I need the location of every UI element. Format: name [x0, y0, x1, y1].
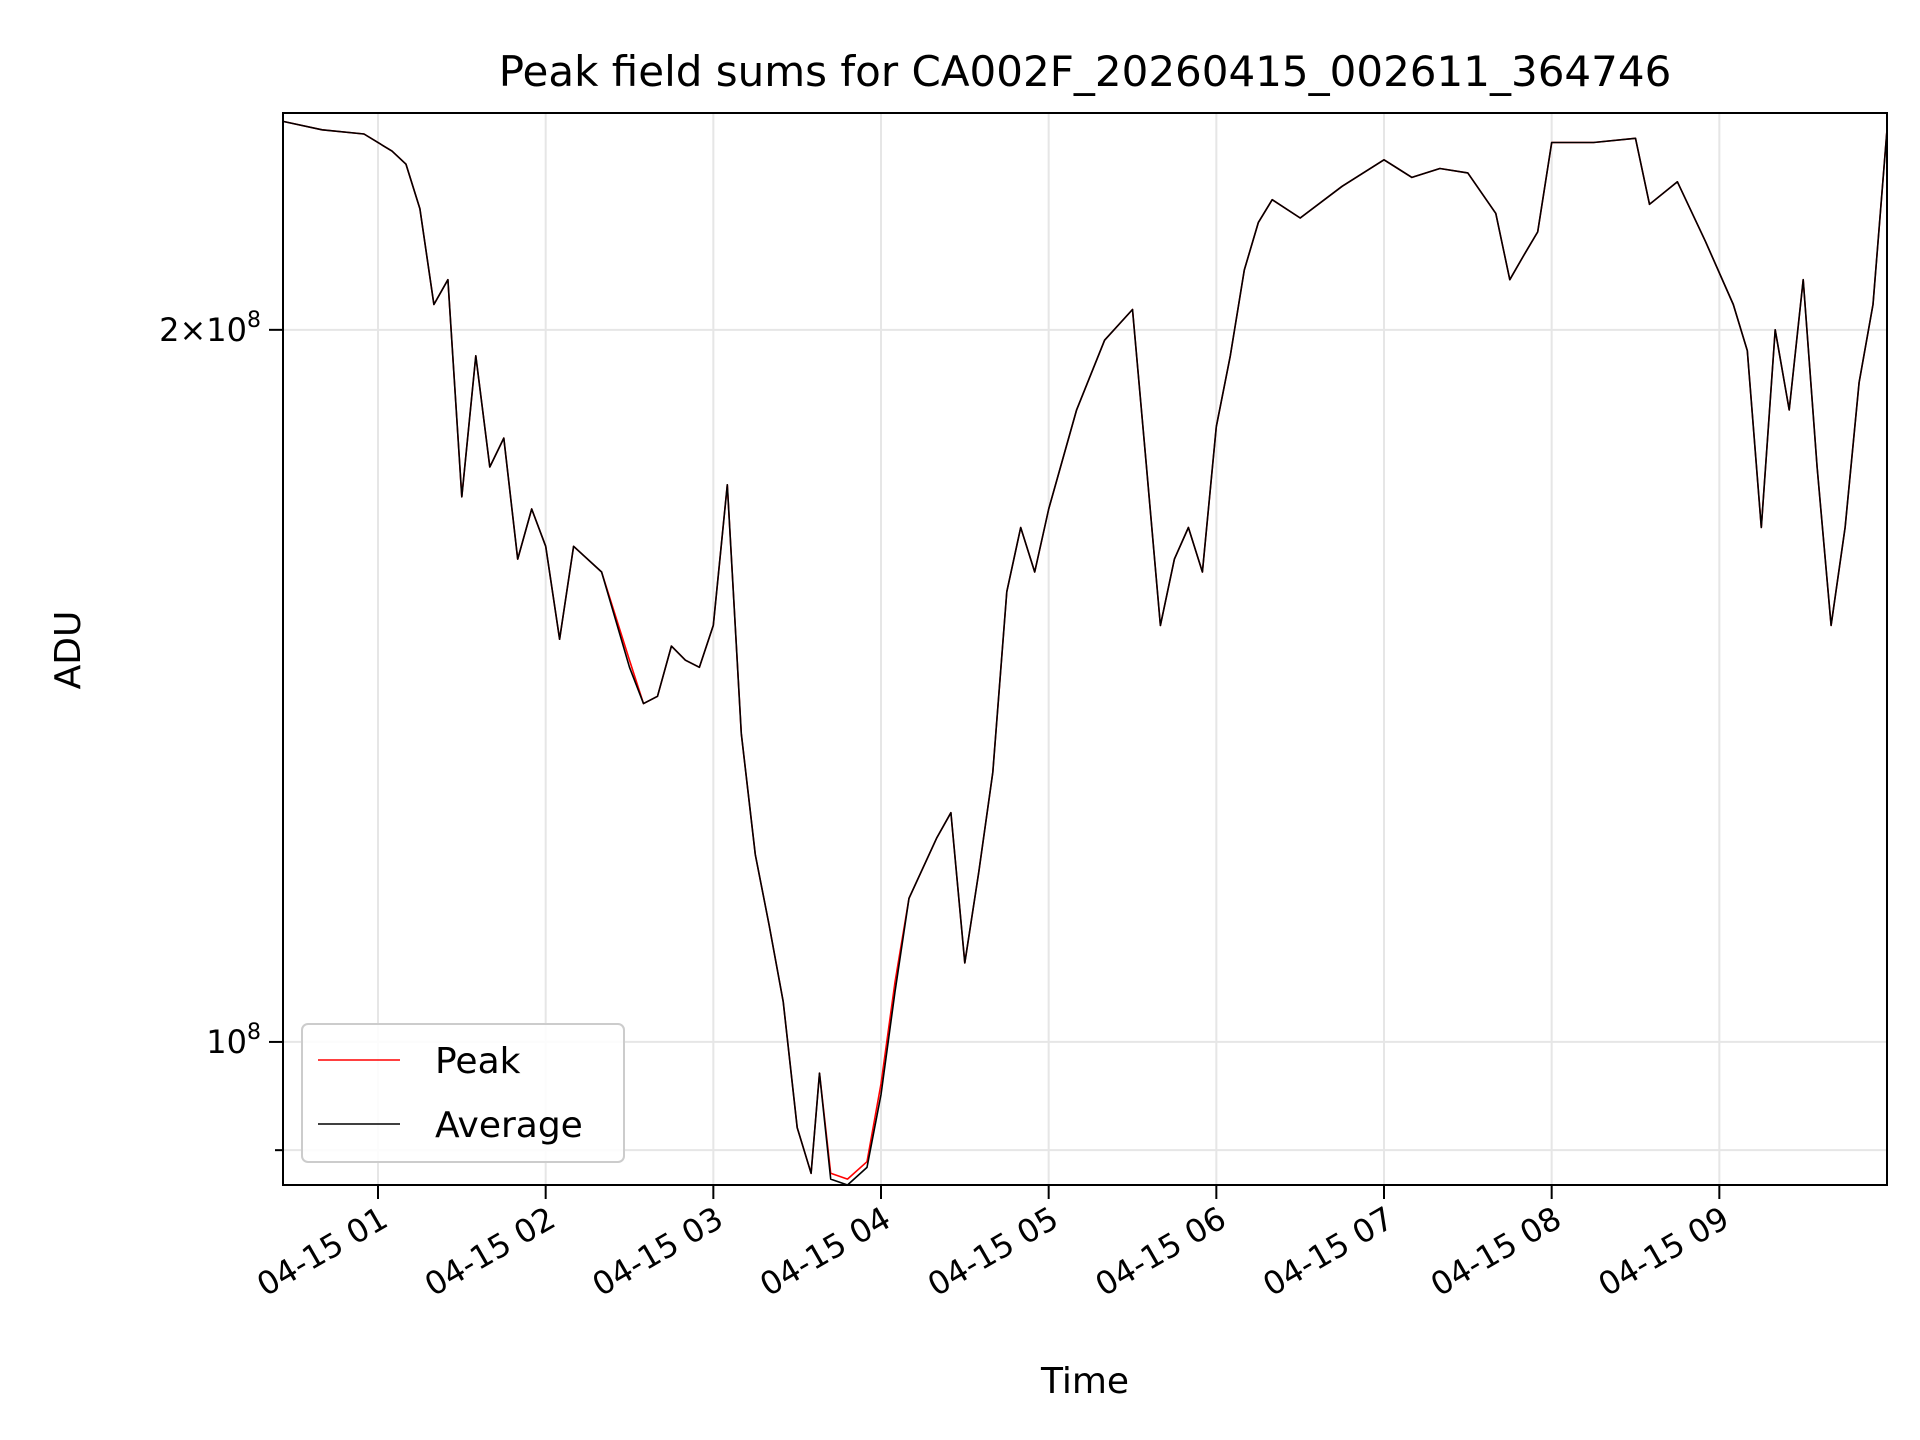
legend-label-peak: Peak — [435, 1041, 521, 1082]
y-axis-label: ADU — [48, 611, 89, 690]
y-axis: 108 2×108 — [159, 308, 283, 1152]
chart-title: Peak field sums for CA002F_20260415_0026… — [499, 47, 1672, 96]
legend-label-average: Average — [435, 1105, 583, 1146]
x-axis-label: Time — [1040, 1361, 1129, 1402]
y-tick-label: 2×108 — [159, 308, 261, 349]
legend: Peak Average — [301, 1023, 625, 1163]
legend-box — [301, 1023, 625, 1163]
series-line-average — [282, 120, 1888, 1186]
series-layer — [282, 120, 1888, 1186]
plot-frame — [282, 112, 1888, 1186]
y-tick-label: 108 — [206, 1020, 261, 1061]
